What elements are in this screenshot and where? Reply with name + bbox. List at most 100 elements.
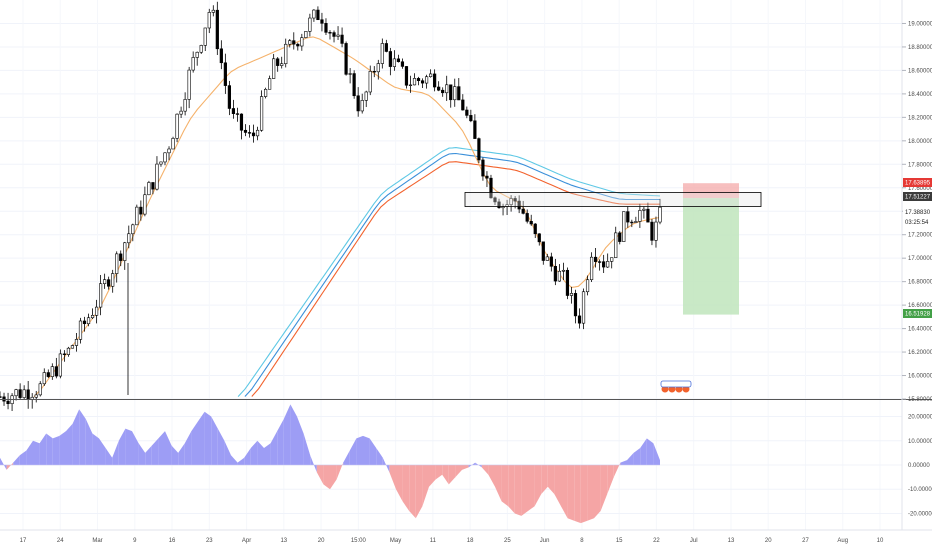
oscillator-bar (435, 465, 443, 480)
oscillator-area (0, 404, 660, 524)
stop-loss-zone[interactable] (683, 183, 739, 199)
oscillator-bar (448, 465, 456, 485)
candle (561, 269, 566, 272)
candle (219, 48, 223, 64)
oscillator-bar (528, 465, 535, 512)
time-tick-label: 17 (20, 538, 27, 544)
oscillator-bar (145, 445, 152, 465)
candle (336, 34, 340, 37)
time-tick-label: 9 (133, 538, 137, 544)
oscillator-bar (132, 431, 139, 465)
oscillator-bar (508, 465, 515, 514)
oscillator-bar (6, 462, 14, 470)
candle (90, 315, 95, 319)
event-icons[interactable] (660, 380, 692, 393)
candle (42, 372, 46, 385)
oscillator-bar (211, 416, 218, 465)
price-tick-label: 17.00000 (908, 256, 932, 262)
bar-countdown: 03:25:54 (905, 220, 929, 226)
price-axis[interactable]: 19.00000 18.80000 18.60000 18.40000 18.20000… (901, 0, 932, 530)
candle (533, 223, 537, 235)
oscillator-bar (59, 431, 66, 465)
candle (50, 366, 54, 377)
candle (191, 57, 195, 71)
price-tick-label: 16.00000 (908, 374, 932, 380)
oscillator-bar (270, 431, 278, 465)
price-candles (0, 1, 662, 412)
oscillator-bar (79, 409, 86, 465)
candle (445, 84, 449, 94)
oscillator-bar (607, 465, 614, 495)
candle (348, 73, 352, 75)
candle (211, 9, 215, 13)
candle (618, 232, 622, 242)
oscillator-panel[interactable] (0, 404, 902, 524)
oscillator-bar (26, 440, 33, 465)
candle (320, 19, 324, 24)
candle (420, 80, 425, 84)
time-tick-label: 24 (57, 538, 64, 544)
candle (380, 43, 384, 64)
last-close-price: 17.38830 (905, 210, 931, 216)
candle (131, 224, 135, 235)
oscillator-bar (158, 431, 165, 465)
oscillator-bar (92, 433, 99, 465)
candle (469, 115, 473, 122)
candle (6, 400, 10, 405)
candle (489, 177, 493, 199)
oscillator-bar (415, 465, 423, 519)
time-tick-label: 20 (318, 538, 325, 544)
candle (642, 208, 646, 211)
stop-loss-tag: 17.63895 (903, 178, 932, 187)
candle (416, 78, 421, 82)
oscillator-bar (646, 438, 654, 465)
candle (215, 9, 219, 50)
take-profit-zone[interactable] (683, 198, 739, 315)
candle (74, 339, 79, 346)
time-tick-label: May (390, 538, 401, 544)
time-tick-label: 10 (877, 538, 884, 544)
oscillator-bar (343, 450, 350, 465)
oscillator-bar (455, 465, 462, 478)
candle (239, 113, 244, 131)
last-close-tag: 17.38830 03:25:54 (903, 207, 932, 227)
price-tick-label: 17.20000 (908, 233, 932, 239)
oscillator-bar (204, 411, 212, 465)
oscillator-bar (514, 465, 522, 516)
candle (147, 182, 151, 196)
candle (268, 78, 272, 90)
oscillator-bar (574, 465, 581, 524)
candle (589, 256, 594, 281)
candle (308, 17, 312, 32)
oscillator-bar (501, 465, 509, 507)
candle (99, 283, 103, 308)
candle (412, 78, 417, 86)
candle (276, 58, 280, 66)
candle (300, 37, 304, 47)
oscillator-bar (567, 465, 575, 521)
oscillator-bar (125, 428, 132, 465)
candle (284, 43, 288, 65)
candle (272, 58, 276, 79)
candle (324, 23, 328, 33)
candle (368, 70, 372, 93)
candle (364, 91, 368, 101)
price-tick-label: 18.40000 (908, 92, 932, 98)
candle (167, 148, 171, 154)
candle (111, 273, 115, 287)
candle (231, 108, 236, 114)
time-axis[interactable]: 17 24 Mar 9 16 23 Apr 13 20 15:00 May 11 18 25 Jun 8 15 2… (0, 529, 932, 544)
event-flags[interactable] (660, 380, 692, 388)
oscillator-tick-label: 0.00000 (908, 463, 930, 469)
candle (525, 213, 529, 222)
oscillator-bar (561, 465, 568, 519)
candle (610, 257, 614, 262)
time-tick-label: 11 (430, 538, 437, 544)
candle (569, 293, 574, 296)
candle (481, 159, 485, 177)
oscillator-bar (217, 428, 225, 465)
resistance-zone[interactable] (464, 192, 762, 207)
oscillator-bar (52, 435, 60, 465)
oscillator-bar (39, 433, 47, 465)
